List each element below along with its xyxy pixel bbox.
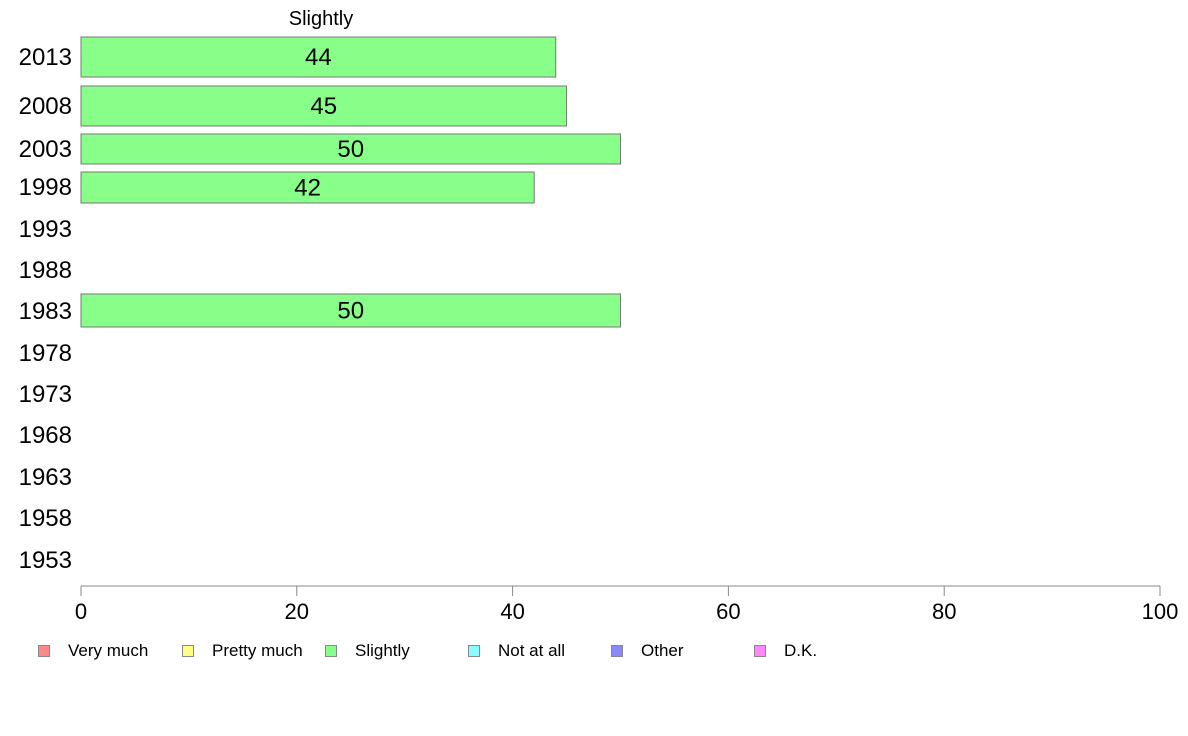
- legend-item-other: Other: [611, 640, 684, 662]
- x-axis: 0 20 40 60 80 100: [75, 585, 1179, 624]
- x-tick-label-80: 80: [932, 599, 956, 624]
- bar-value-label-2013: 44: [305, 44, 332, 71]
- legend: Very much Pretty much Slightly Not at all Ot…: [38, 640, 918, 662]
- legend-item-very-much: Very much: [38, 640, 148, 662]
- y-tick-label-1978: 1978: [19, 340, 72, 367]
- bar-2008: [80, 85, 568, 127]
- y-tick-label-1973: 1973: [19, 381, 72, 408]
- x-tick-label-60: 60: [716, 599, 740, 624]
- x-tick-label-100: 100: [1142, 599, 1179, 624]
- y-tick-label-2003: 2003: [19, 136, 72, 163]
- y-tick-label-1988: 1988: [19, 257, 72, 284]
- legend-label: Slightly: [355, 641, 410, 660]
- bar-2013: [80, 36, 557, 78]
- legend-label: Very much: [68, 641, 149, 660]
- x-tick-label-20: 20: [285, 599, 309, 624]
- legend-item-pretty-much: Pretty much: [182, 640, 303, 662]
- legend-swatch: [38, 645, 50, 657]
- legend-label: Pretty much: [212, 641, 303, 660]
- x-tick-label-40: 40: [500, 599, 524, 624]
- legend-item-slightly: Slightly: [325, 640, 410, 662]
- legend-item-not-at-all: Not at all: [468, 640, 565, 662]
- bar-1998: [80, 171, 535, 204]
- legend-swatch: [611, 645, 623, 657]
- y-tick-label-1963: 1963: [19, 464, 72, 491]
- bar-value-label-2003: 50: [337, 136, 364, 163]
- bar-value-label-2008: 45: [310, 93, 337, 120]
- y-tick-label-1983: 1983: [19, 298, 72, 325]
- bar-2003: [80, 133, 621, 165]
- y-axis-labels: 2013 2008 2003 1998 1993 1988 1983 1978 1973 1968…: [19, 44, 72, 574]
- legend-label: D.K.: [784, 641, 818, 660]
- legend-item-d-k: D.K.: [754, 640, 817, 662]
- legend-swatch: [468, 645, 480, 657]
- legend-swatch: [325, 645, 337, 657]
- bar-1983: [80, 293, 621, 328]
- legend-swatch: [182, 645, 194, 657]
- bar-value-label-1983: 50: [337, 298, 364, 325]
- y-tick-label-2013: 2013: [19, 44, 72, 71]
- y-tick-label-1968: 1968: [19, 422, 72, 449]
- y-tick-label-1993: 1993: [19, 216, 72, 243]
- legend-swatch: [754, 645, 766, 657]
- y-tick-label-1953: 1953: [19, 547, 72, 574]
- legend-label: Other: [641, 641, 684, 660]
- y-tick-label-1958: 1958: [19, 505, 72, 532]
- bar-value-label-1998: 42: [294, 175, 321, 202]
- x-tick-label-0: 0: [75, 599, 87, 624]
- chart-title: Slightly: [289, 8, 353, 30]
- y-tick-label-2008: 2008: [19, 93, 72, 120]
- y-tick-label-1998: 1998: [19, 174, 72, 201]
- legend-label: Not at all: [498, 641, 566, 660]
